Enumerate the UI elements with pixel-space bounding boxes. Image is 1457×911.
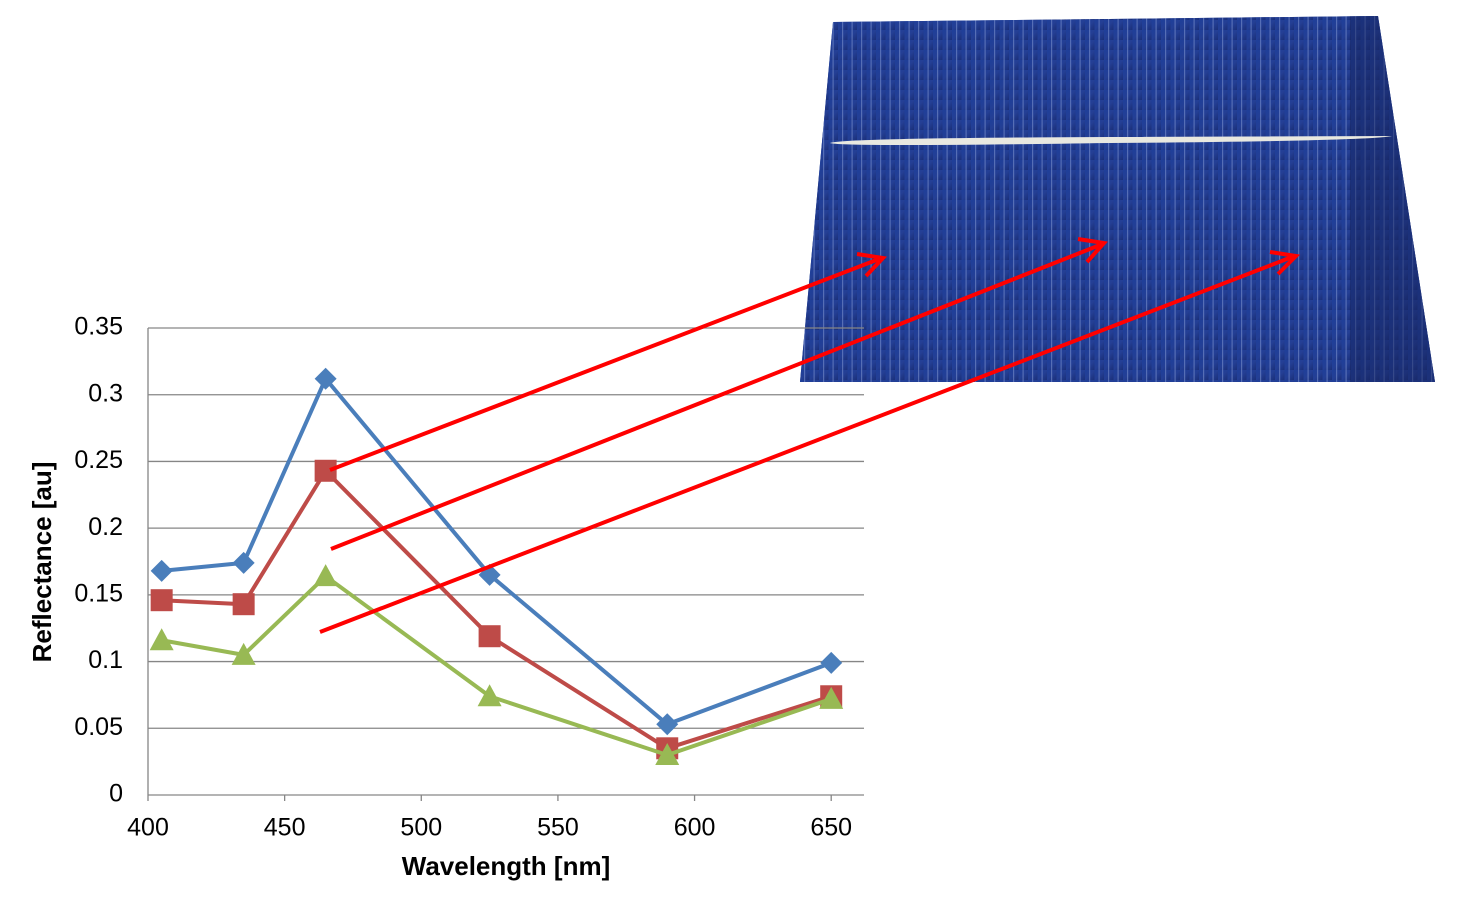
arrow-head (856, 252, 888, 278)
solar-cell-photo (800, 16, 1435, 382)
x-tick-label: 650 (810, 814, 852, 842)
y-tick-label: 0.3 (88, 379, 123, 407)
y-tick-label: 0 (109, 780, 123, 808)
plot: 0 0.05 0.1 0.15 0.2 0.25 0.3 0.35 400 450 500 550 60… (74, 313, 864, 842)
arrow-head (1269, 250, 1301, 276)
arrow-head (1077, 237, 1108, 264)
y-tick-label: 0.35 (74, 313, 123, 341)
series-line (161, 376, 832, 727)
data-point (477, 684, 502, 707)
data-point (478, 625, 501, 648)
data-point (150, 589, 173, 612)
arrows (319, 237, 1301, 634)
series-line (161, 574, 832, 757)
busbar (830, 136, 1392, 145)
data-point (232, 593, 255, 616)
series-line (161, 468, 832, 751)
data-point (314, 367, 337, 390)
x-axis-title: Wavelength [nm] (402, 851, 610, 881)
x-tick-label: 500 (400, 814, 442, 842)
data-point (149, 628, 174, 651)
y-tick-label: 0.1 (88, 646, 123, 674)
x-tick-label: 400 (127, 814, 169, 842)
y-tick-label: 0.25 (74, 446, 123, 474)
arrow (319, 255, 1293, 634)
arrow (330, 243, 1101, 551)
data-point (231, 642, 256, 665)
data-point (314, 459, 337, 482)
data-point (313, 564, 338, 587)
data-point (819, 686, 844, 709)
data-point (656, 713, 679, 736)
y-tick-label: 0.2 (88, 513, 123, 541)
cell-shade (1350, 16, 1435, 382)
x-tick-label: 550 (537, 814, 579, 842)
data-point (232, 551, 255, 574)
x-tick-label: 600 (674, 814, 716, 842)
y-axis-title: Reflectance [au] (27, 462, 57, 663)
arrow (329, 257, 880, 472)
y-tick-label: 0.05 (74, 713, 123, 741)
data-point (150, 559, 173, 582)
data-point (655, 742, 680, 765)
data-point (820, 651, 843, 674)
x-tick-label: 450 (264, 814, 306, 842)
y-tick-label: 0.15 (74, 579, 123, 607)
